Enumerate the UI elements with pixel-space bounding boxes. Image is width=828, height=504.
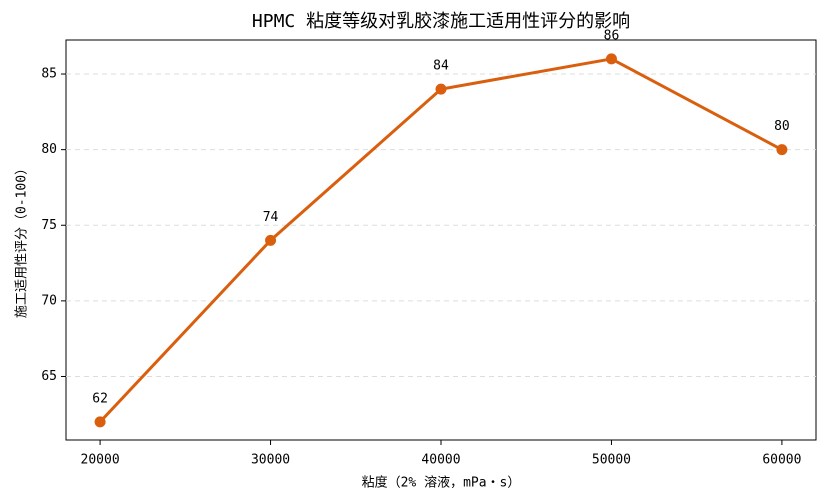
data-label: 80 [774,119,790,134]
point [776,144,788,156]
x-tick-label: 30000 [251,453,290,468]
line [98,57,783,423]
y-tick-label: 70 [41,293,57,308]
plot-frame [65,39,817,441]
data-label: 86 [604,28,620,43]
x-tick-label: 50000 [592,453,631,468]
x-tick-label: 60000 [762,453,801,468]
point [94,416,106,428]
y-tick-label: 85 [41,67,57,82]
y-axis-label: 施工适用性评分（0-100） [15,162,30,318]
point [435,83,447,95]
chart-title: HPMC 粘度等级对乳胶漆施工适用性评分的影响 [252,11,630,32]
x-tick-label: 20000 [81,453,120,468]
x-axis-label: 粘度（2% 溶液，mPa・s） [362,475,521,491]
point [265,234,277,246]
y-tick-label: 65 [41,369,57,384]
data-label: 74 [263,210,279,225]
point [605,53,617,65]
y-tick-label: 80 [41,142,57,157]
data-label: 62 [92,391,108,406]
y-tick-label: 75 [41,218,57,233]
x-tick-label: 40000 [421,453,460,468]
data-label: 84 [433,59,449,74]
